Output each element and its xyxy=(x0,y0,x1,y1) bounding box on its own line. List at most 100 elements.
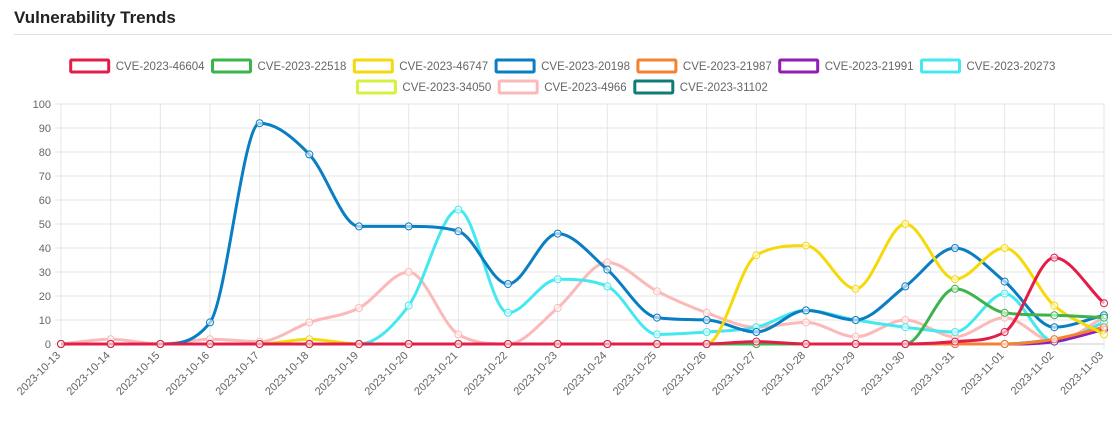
data-point[interactable] xyxy=(702,316,711,324)
data-point[interactable] xyxy=(603,265,612,274)
legend-label: CVE-2023-20198 xyxy=(541,61,630,73)
data-point[interactable] xyxy=(702,340,711,348)
data-point[interactable] xyxy=(1100,299,1108,308)
data-point[interactable] xyxy=(653,287,661,296)
data-point[interactable] xyxy=(603,258,612,267)
data-point[interactable] xyxy=(802,241,810,250)
legend-item[interactable]: CVE-2023-20198 xyxy=(494,58,630,74)
data-point[interactable] xyxy=(802,318,810,327)
data-point[interactable] xyxy=(851,332,860,341)
data-point[interactable] xyxy=(851,316,860,324)
data-point[interactable] xyxy=(653,340,661,348)
legend-swatch xyxy=(494,58,536,74)
data-point[interactable] xyxy=(901,282,910,291)
x-tick-label: 2023-10-17 xyxy=(214,350,262,398)
y-tick-label: 10 xyxy=(39,315,51,327)
grid xyxy=(55,103,1105,349)
data-point[interactable] xyxy=(1000,340,1009,348)
x-tick-label: 2023-10-27 xyxy=(710,350,758,398)
data-point[interactable] xyxy=(404,268,413,276)
data-point[interactable] xyxy=(454,205,463,214)
data-point[interactable] xyxy=(851,284,860,293)
data-point[interactable] xyxy=(156,340,165,348)
data-point[interactable] xyxy=(901,323,910,332)
data-point[interactable] xyxy=(1000,244,1009,252)
data-point[interactable] xyxy=(951,275,959,284)
data-point[interactable] xyxy=(901,340,910,348)
legend-item[interactable]: CVE-2023-31102 xyxy=(633,79,768,95)
data-point[interactable] xyxy=(553,304,562,312)
x-tick-label: 2023-10-20 xyxy=(363,350,411,398)
data-point[interactable] xyxy=(355,222,363,231)
legend-item[interactable]: CVE-2023-21991 xyxy=(778,58,914,74)
data-point[interactable] xyxy=(1050,253,1059,262)
legend-item[interactable]: CVE-2023-4966 xyxy=(497,79,627,95)
data-point[interactable] xyxy=(951,337,959,346)
data-point[interactable] xyxy=(355,304,363,312)
data-point[interactable] xyxy=(1050,311,1059,320)
legend-item[interactable]: CVE-2023-34050 xyxy=(355,79,491,95)
data-point[interactable] xyxy=(255,340,264,348)
data-point[interactable] xyxy=(603,340,612,348)
data-point[interactable] xyxy=(206,318,214,327)
data-point[interactable] xyxy=(255,119,264,128)
legend-label: CVE-2023-4966 xyxy=(544,82,626,94)
data-point[interactable] xyxy=(454,227,463,236)
legend-item[interactable]: CVE-2023-46604 xyxy=(69,58,205,74)
data-point[interactable] xyxy=(901,220,910,228)
data-point[interactable] xyxy=(802,340,810,348)
x-tick-label: 2023-10-16 xyxy=(164,350,212,398)
data-point[interactable] xyxy=(404,340,413,348)
data-point[interactable] xyxy=(1000,289,1009,298)
data-point[interactable] xyxy=(106,340,115,348)
y-tick-label: 0 xyxy=(45,339,51,351)
y-axis: 0 10 20 30 40 50 60 70 80 90 100 xyxy=(33,99,51,351)
data-point[interactable] xyxy=(752,337,761,346)
data-point[interactable] xyxy=(851,340,860,348)
data-point[interactable] xyxy=(1100,313,1108,322)
data-point[interactable] xyxy=(504,280,512,288)
data-point[interactable] xyxy=(404,222,413,231)
data-point[interactable] xyxy=(1050,301,1059,310)
data-point[interactable] xyxy=(752,328,761,336)
data-point[interactable] xyxy=(1000,308,1009,317)
legend-item[interactable]: CVE-2023-22518 xyxy=(211,58,347,74)
data-point[interactable] xyxy=(454,340,463,348)
data-point[interactable] xyxy=(553,340,562,348)
data-point[interactable] xyxy=(951,244,959,252)
data-point[interactable] xyxy=(454,330,463,339)
legend-item[interactable]: CVE-2023-46747 xyxy=(352,58,488,74)
data-point[interactable] xyxy=(305,340,314,348)
data-point[interactable] xyxy=(901,316,910,324)
data-point[interactable] xyxy=(1000,277,1009,286)
x-tick-label: 2023-10-31 xyxy=(909,350,957,398)
data-point[interactable] xyxy=(355,340,363,348)
data-point[interactable] xyxy=(951,328,959,336)
data-point[interactable] xyxy=(702,308,711,317)
data-point[interactable] xyxy=(1050,335,1059,344)
data-point[interactable] xyxy=(603,282,612,291)
data-point[interactable] xyxy=(752,251,761,260)
legend-item[interactable]: CVE-2023-21987 xyxy=(636,58,772,74)
data-point[interactable] xyxy=(553,275,562,284)
data-point[interactable] xyxy=(206,340,214,348)
data-point[interactable] xyxy=(404,301,413,310)
data-point[interactable] xyxy=(504,308,512,317)
data-point[interactable] xyxy=(305,150,314,159)
data-point[interactable] xyxy=(1050,323,1059,332)
legend-swatch xyxy=(633,79,675,95)
data-point[interactable] xyxy=(553,229,562,238)
data-point[interactable] xyxy=(504,340,512,348)
legend-item[interactable]: CVE-2023-20273 xyxy=(920,58,1056,74)
y-tick-label: 30 xyxy=(39,267,51,279)
data-point[interactable] xyxy=(802,306,810,315)
data-point[interactable] xyxy=(57,340,65,348)
data-point[interactable] xyxy=(653,330,661,339)
data-point[interactable] xyxy=(653,313,661,322)
data-point[interactable] xyxy=(1100,330,1108,339)
data-point[interactable] xyxy=(305,318,314,327)
data-point[interactable] xyxy=(1100,323,1108,332)
data-point[interactable] xyxy=(1000,328,1009,336)
data-point[interactable] xyxy=(702,328,711,336)
data-point[interactable] xyxy=(951,284,959,293)
